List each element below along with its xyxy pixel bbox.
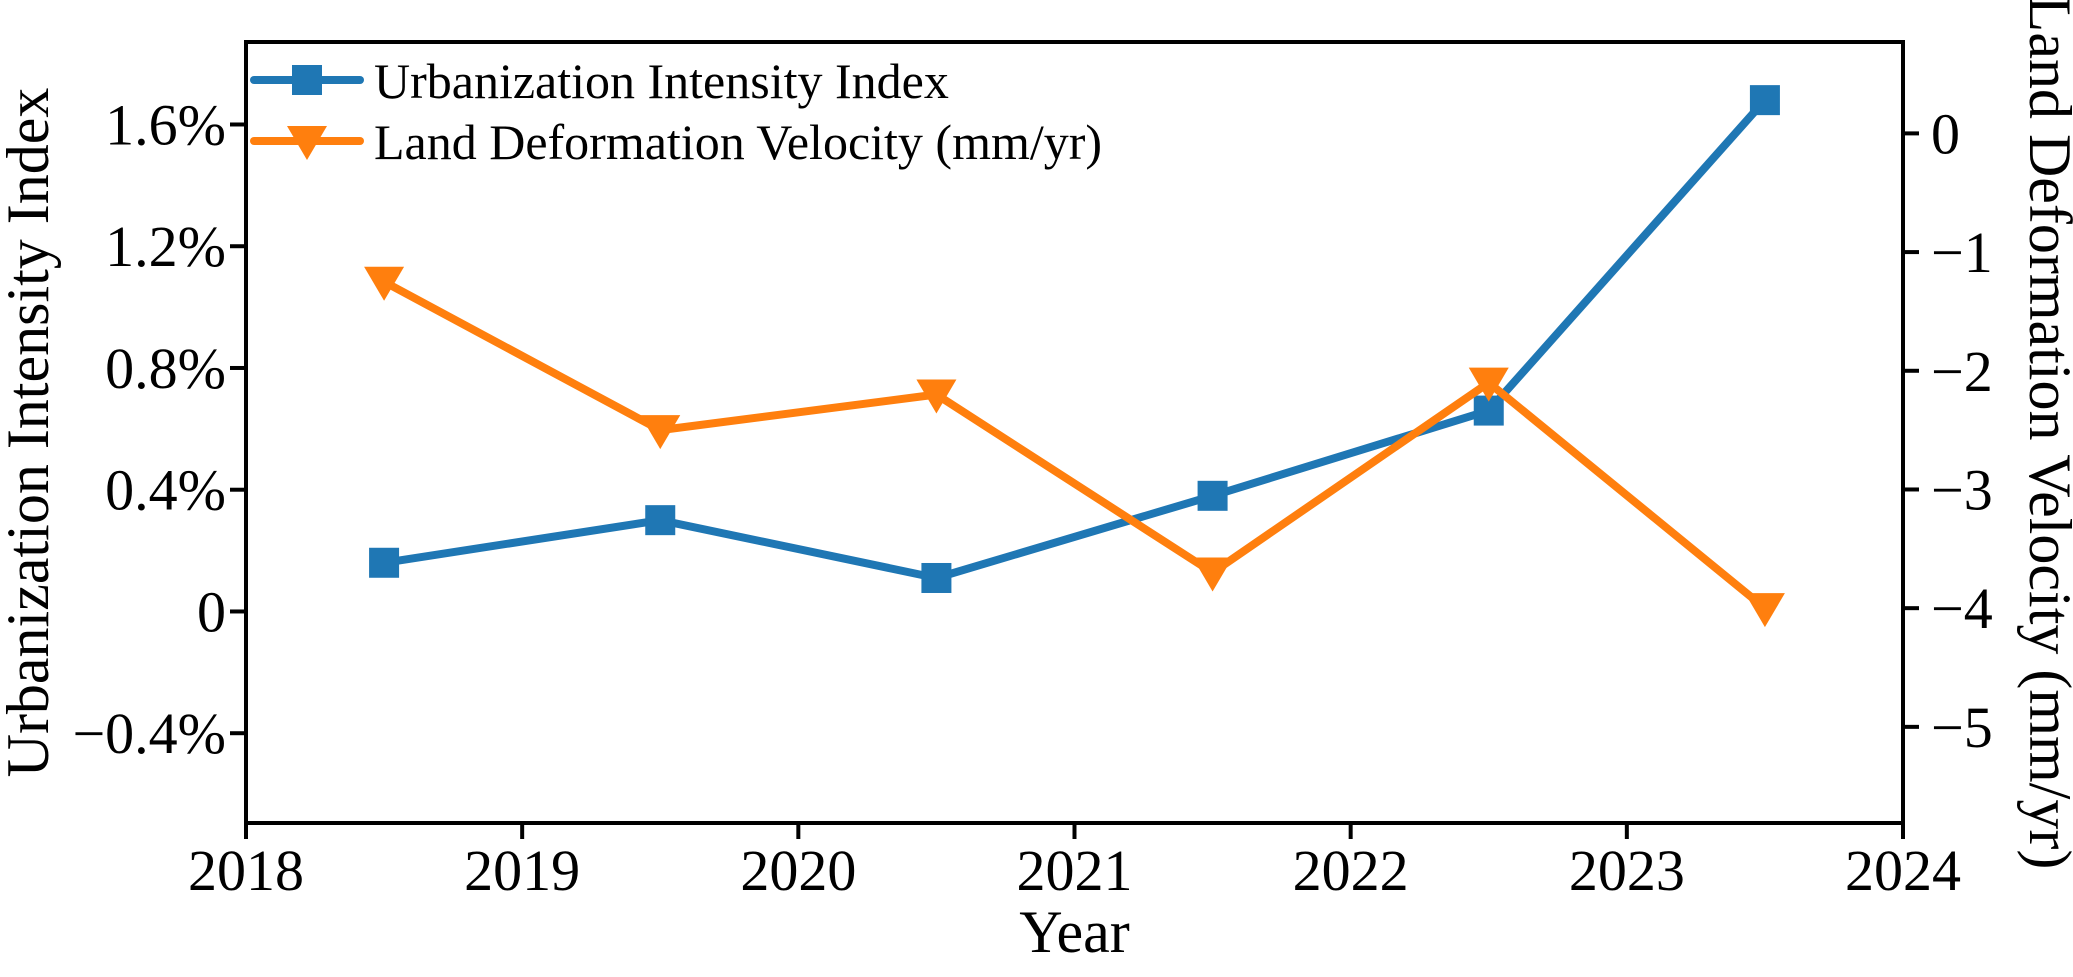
left-tick-label: 0.4% bbox=[105, 458, 226, 523]
legend-label: Urbanization Intensity Index bbox=[374, 53, 949, 109]
left-tick-label: 0.8% bbox=[105, 336, 226, 401]
square-marker bbox=[292, 65, 322, 95]
series-line bbox=[380, 277, 1769, 613]
square-marker bbox=[921, 562, 952, 593]
left-tick-label: −0.4% bbox=[72, 701, 226, 766]
series-urbanization-intensity-index bbox=[369, 85, 1780, 593]
right-tick-label: −2 bbox=[1931, 339, 1993, 404]
right-axis: 0 −1 −2 −3 −4 −5 Land Deformation Velocity (mm… bbox=[1903, 0, 2073, 869]
triangle-down-marker bbox=[364, 266, 405, 301]
right-tick-label: −5 bbox=[1931, 695, 1993, 760]
triangle-down-marker bbox=[640, 415, 681, 450]
left-tick-label: 0 bbox=[197, 579, 226, 644]
x-tick-label: 2019 bbox=[464, 838, 580, 903]
x-tick-label: 2018 bbox=[188, 838, 304, 903]
triangle-down-marker bbox=[1468, 367, 1509, 402]
right-tick-label: −4 bbox=[1931, 576, 1993, 641]
x-tick-label: 2020 bbox=[740, 838, 856, 903]
x-tick-label: 2022 bbox=[1293, 838, 1409, 903]
left-tick-label: 1.2% bbox=[105, 214, 226, 279]
right-axis-title: Land Deformation Velocity (mm/yr) bbox=[2017, 0, 2073, 869]
right-tick-label: −3 bbox=[1931, 457, 1993, 522]
square-marker bbox=[645, 505, 676, 536]
left-axis: 1.6% 1.2% 0.8% 0.4% 0 −0.4%Urbanization Inten… bbox=[0, 88, 246, 778]
x-tick-label: 2021 bbox=[1017, 838, 1133, 903]
x-tick-label: 2024 bbox=[1845, 838, 1961, 903]
x-axis-title: Year bbox=[1019, 899, 1130, 965]
triangle-down-marker bbox=[1192, 557, 1233, 592]
right-tick-label: −1 bbox=[1931, 220, 1993, 285]
series-line bbox=[380, 96, 1769, 582]
series-land-deformation-velocity-mm-yr bbox=[364, 266, 1785, 628]
triangle-down-marker bbox=[1744, 593, 1785, 628]
x-axis: 2018 2019 2020 2021 2022 2023 2024 Year bbox=[188, 823, 1961, 965]
triangle-down-marker bbox=[287, 126, 327, 160]
square-marker bbox=[1749, 85, 1780, 116]
left-axis-title: Urbanization Intensity Index bbox=[0, 88, 61, 778]
right-tick-label: 0 bbox=[1931, 101, 1960, 166]
legend-entry: Urbanization Intensity Index bbox=[250, 53, 949, 109]
x-tick-label: 2023 bbox=[1569, 838, 1685, 903]
square-marker bbox=[369, 547, 400, 578]
legend-label: Land Deformation Velocity (mm/yr) bbox=[374, 114, 1102, 170]
triangle-down-marker bbox=[916, 379, 957, 414]
left-tick-label: 1.6% bbox=[105, 92, 226, 157]
square-marker bbox=[1197, 480, 1228, 511]
legend-entry: Land Deformation Velocity (mm/yr) bbox=[250, 114, 1102, 170]
